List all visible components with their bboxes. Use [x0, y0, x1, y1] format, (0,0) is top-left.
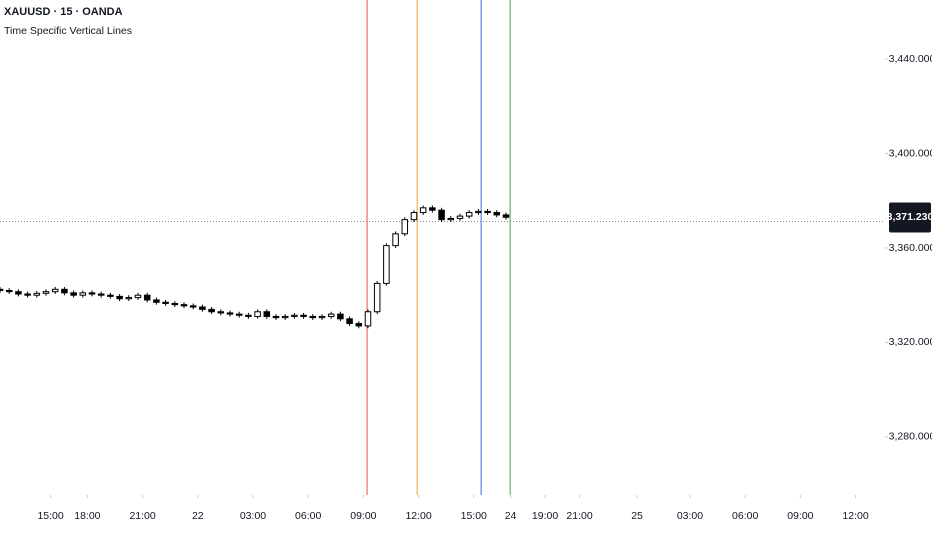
candle-body [217, 311, 225, 314]
candle-body [51, 288, 59, 293]
indicator-name: Time Specific Vertical Lines [4, 25, 132, 37]
candle-body [79, 292, 87, 296]
candle-body [401, 219, 409, 235]
candle-body [502, 214, 510, 218]
candle-body [24, 293, 31, 296]
candle-body [15, 291, 22, 295]
candle-body [419, 207, 427, 214]
x-tick-label: 25 [631, 510, 643, 522]
candle-body [373, 282, 381, 313]
candle-body [383, 245, 390, 284]
candle-body [171, 302, 179, 306]
candle-body [465, 212, 473, 217]
x-tick-label: 19:00 [532, 510, 558, 522]
candle-body [429, 207, 436, 211]
candle-body [153, 299, 160, 303]
candle-body [410, 212, 418, 221]
x-tick-label: 06:00 [732, 510, 758, 522]
candle-body [263, 311, 271, 317]
x-tick-label: 21:00 [566, 510, 592, 522]
candle-body [318, 315, 326, 319]
y-tick-label: 3,440.000 [889, 53, 932, 65]
candle-body [235, 313, 243, 316]
candle-body [346, 318, 353, 325]
candle-body [300, 314, 307, 317]
candle-body [199, 306, 206, 310]
x-tick-label: 18:00 [74, 510, 100, 522]
candle-body [162, 301, 169, 304]
candle-body [475, 210, 482, 214]
y-tick-label: 3,400.000 [889, 147, 932, 159]
y-tick-label: 3,320.000 [889, 336, 932, 348]
candle-body [226, 312, 234, 315]
candle-body [180, 304, 188, 307]
candle-body [116, 295, 123, 300]
x-tick-label: 24 [505, 510, 517, 522]
candle-body [309, 315, 317, 319]
x-tick-label: 12:00 [405, 510, 431, 522]
last-price-label: 3,371.230 [887, 211, 932, 223]
chart-title: XAUUSD · 15 · OANDA [4, 6, 123, 18]
y-tick-label: 3,360.000 [889, 242, 932, 254]
candle-body [456, 215, 464, 219]
candle-body [33, 292, 41, 296]
x-tick-label: 09:00 [350, 510, 376, 522]
candle-body [107, 294, 114, 297]
candle-body [484, 210, 491, 214]
candle-body [392, 233, 399, 247]
x-tick-label: 15:00 [461, 510, 487, 522]
last-price-box [889, 202, 931, 233]
candle-body [438, 209, 445, 221]
candle-body [254, 311, 261, 317]
candle-body [245, 314, 252, 317]
candle-body [364, 311, 372, 327]
candle-body [61, 288, 68, 294]
x-tick-label: 03:00 [677, 510, 703, 522]
x-tick-label: 12:00 [842, 510, 868, 522]
candle-body [134, 294, 142, 299]
candle-body [447, 217, 455, 221]
x-tick-label: 09:00 [787, 510, 813, 522]
candle-body [97, 293, 105, 296]
x-tick-label: 15:00 [37, 510, 63, 522]
candle-body [125, 297, 133, 300]
x-tick-label: 21:00 [129, 510, 155, 522]
candle-body [355, 323, 363, 327]
candle-body [189, 305, 197, 308]
candle-body [143, 294, 151, 301]
candle-body [88, 292, 96, 295]
candle-body [291, 314, 298, 317]
x-tick-label: 03:00 [240, 510, 266, 522]
y-tick-label: 3,280.000 [889, 431, 932, 443]
candle-body [272, 315, 280, 319]
candle-body [42, 291, 50, 294]
x-tick-label: 22 [192, 510, 204, 522]
candle-body [281, 315, 289, 319]
candle-body [70, 292, 77, 296]
candle-body [327, 313, 335, 317]
candle-body [208, 308, 215, 313]
candle-body [493, 212, 501, 216]
candle-body [337, 313, 344, 320]
x-tick-label: 06:00 [295, 510, 321, 522]
candle-body [0, 288, 4, 291]
candle-body [5, 289, 13, 293]
